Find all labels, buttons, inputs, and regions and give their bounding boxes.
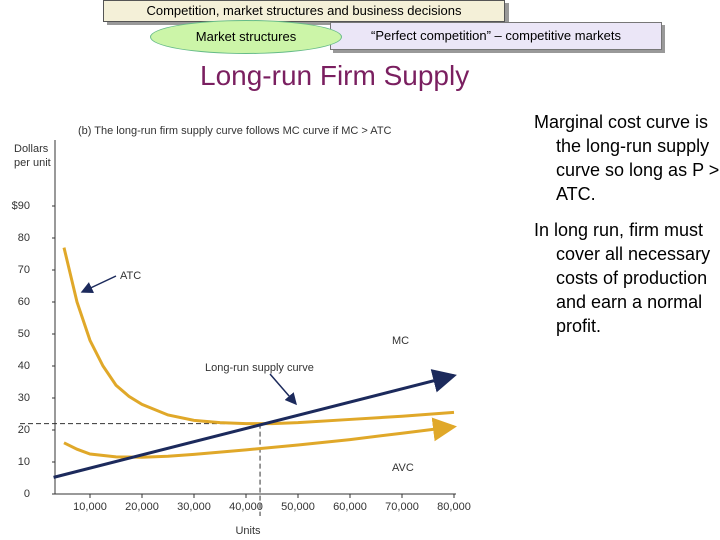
course-header: Competition, market structures and busin… [103,0,505,22]
chart-title: (b) The long-run firm supply curve follo… [78,125,392,137]
bullet-list: Marginal cost curve is the long-run supp… [534,110,720,350]
x-tick-label: 10,000 [73,501,107,513]
series-label: ATC [120,270,141,282]
label-arrow [80,275,117,293]
x-axis-label: Units [235,525,261,537]
x-tick-label: 20,000 [125,501,159,513]
y-tick-label: 10 [18,456,30,468]
x-tick-label: 30,000 [177,501,211,513]
section-tab: Market structures [150,20,342,54]
x-tick-label: 80,000 [437,501,471,513]
y-tick-label: $90 [12,200,30,212]
x-tick-label: 60,000 [333,501,367,513]
y-axis-label: Dollars per unit [14,143,51,169]
bullet: Marginal cost curve is the long-run supp… [534,112,720,204]
y-tick-label: 70 [18,264,30,276]
annotation-arrow [269,373,297,406]
series-label: MC [392,335,409,347]
y-tick-label: 30 [18,392,30,404]
bullet: In long run, firm must cover all necessa… [534,220,711,336]
chart: (b) The long-run firm supply curve follo… [12,125,471,537]
y-tick-label: 20 [18,424,30,436]
series-label: AVC [392,462,414,474]
topic-tab: “Perfect competition” – competitive mark… [330,22,662,50]
series-line [63,417,457,459]
y-tick-label: 40 [18,360,30,372]
y-tick-label: 80 [18,232,30,244]
annotation: Long-run supply curve [205,362,314,374]
y-tick-label: 0 [24,488,30,500]
x-tick-label: 50,000 [281,501,315,513]
series-line [53,369,457,479]
x-tick-label: 40,000 [229,501,263,513]
x-tick-label: 70,000 [385,501,419,513]
y-tick-label: 50 [18,328,30,340]
plot: 0 10 20 30 40 50 60 70 80 $90 10,000 20,000 30,000 40… [12,140,471,516]
series-line [62,247,455,426]
slide-title: Long-run Firm Supply [200,60,470,91]
y-tick-label: 60 [18,296,30,308]
y-axis-label-box: Dollars per unit [14,143,51,169]
